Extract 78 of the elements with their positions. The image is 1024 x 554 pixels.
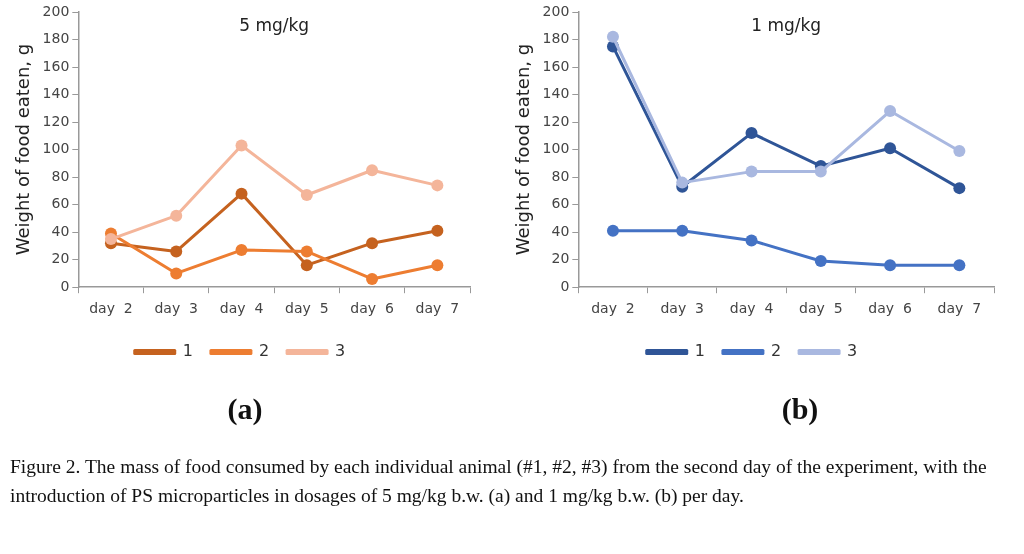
- chart-title: 5 mg/kg: [239, 15, 310, 36]
- point: [676, 176, 689, 189]
- y-tick-label: 0: [60, 277, 70, 294]
- point: [745, 234, 758, 247]
- y-tick-label: 40: [551, 222, 570, 239]
- y-tick-label: 200: [42, 2, 70, 19]
- point: [366, 237, 379, 250]
- point: [745, 127, 758, 140]
- y-tick-label: 180: [542, 30, 570, 47]
- legend-label: 1: [182, 341, 193, 361]
- text: (b): [780, 392, 820, 426]
- y-tick-label: 40: [51, 222, 70, 239]
- caption: Figure 2. The mass of food consumed by each individual animal (#1, #2, #3) from the second day of the experiment, with the introduction of PS microparticles in dosages of 5 mg/kg b.w. (a) and 1 mg/kg b.w. (b) per day.: [10, 455, 988, 508]
- point: [953, 182, 966, 195]
- x-tick-label: day 5: [799, 300, 843, 317]
- legend-label: 2: [770, 341, 782, 361]
- point: [366, 272, 379, 285]
- y-tick-label: 140: [542, 85, 570, 102]
- y-tick-label: 100: [542, 140, 570, 157]
- y-tick-label: 20: [551, 250, 570, 267]
- y-tick-label: 60: [551, 195, 570, 212]
- y-tick-label: 160: [542, 57, 570, 74]
- y-tick-label: 20: [51, 250, 70, 267]
- point: [745, 165, 758, 178]
- point: [606, 224, 619, 237]
- point: [884, 142, 897, 155]
- text: (a): [226, 392, 264, 426]
- y-tick-label: 80: [51, 167, 70, 184]
- legend-label: 2: [258, 341, 270, 361]
- x-tick-label: day 4: [729, 300, 774, 317]
- x-tick-label: day 2: [89, 300, 133, 317]
- point: [606, 30, 619, 43]
- point: [953, 259, 966, 272]
- x-tick-label: day 3: [154, 300, 199, 317]
- legend-label: 3: [335, 341, 346, 361]
- x-tick-label: day 7: [415, 300, 460, 317]
- x-tick-label: day 4: [219, 300, 264, 317]
- point: [170, 209, 183, 222]
- y-tick-label: 0: [560, 277, 570, 294]
- point: [235, 244, 248, 257]
- legend-label: 3: [847, 341, 858, 361]
- x-tick-label: day 6: [868, 300, 912, 317]
- point: [884, 259, 897, 272]
- legend-label: 1: [694, 341, 705, 361]
- point: [300, 245, 313, 258]
- point: [170, 245, 183, 258]
- point: [431, 179, 444, 192]
- y-tick-label: 80: [551, 167, 570, 184]
- x-tick-label: day 3: [660, 300, 705, 317]
- y-tick-label: 120: [542, 112, 570, 129]
- point: [431, 224, 444, 237]
- y-tick-label: 180: [42, 30, 70, 47]
- point: [366, 164, 379, 177]
- point: [814, 255, 827, 268]
- point: [235, 139, 248, 152]
- y-tick-label: 120: [42, 112, 70, 129]
- point: [953, 144, 966, 157]
- point: [884, 105, 897, 118]
- point: [170, 267, 183, 280]
- x-tick-label: day 5: [285, 300, 329, 317]
- point: [300, 259, 313, 272]
- y-tick-label: 140: [42, 85, 70, 102]
- point: [676, 224, 689, 237]
- point: [814, 165, 827, 178]
- point: [235, 187, 248, 200]
- point: [104, 233, 117, 246]
- y-tick-label: 60: [51, 195, 70, 212]
- point: [300, 189, 313, 202]
- chart-title: 1 mg/kg: [751, 15, 822, 36]
- y-axis-title: Weight of food eaten, g: [512, 43, 534, 256]
- point: [431, 259, 444, 272]
- x-tick-label: day 7: [937, 300, 982, 317]
- y-tick-label: 160: [42, 57, 70, 74]
- x-tick-label: day 2: [591, 300, 635, 317]
- x-tick-label: day 6: [350, 300, 394, 317]
- y-tick-label: 200: [542, 2, 570, 19]
- y-axis-title: Weight of food eaten, g: [12, 43, 34, 256]
- y-tick-label: 100: [42, 140, 70, 157]
